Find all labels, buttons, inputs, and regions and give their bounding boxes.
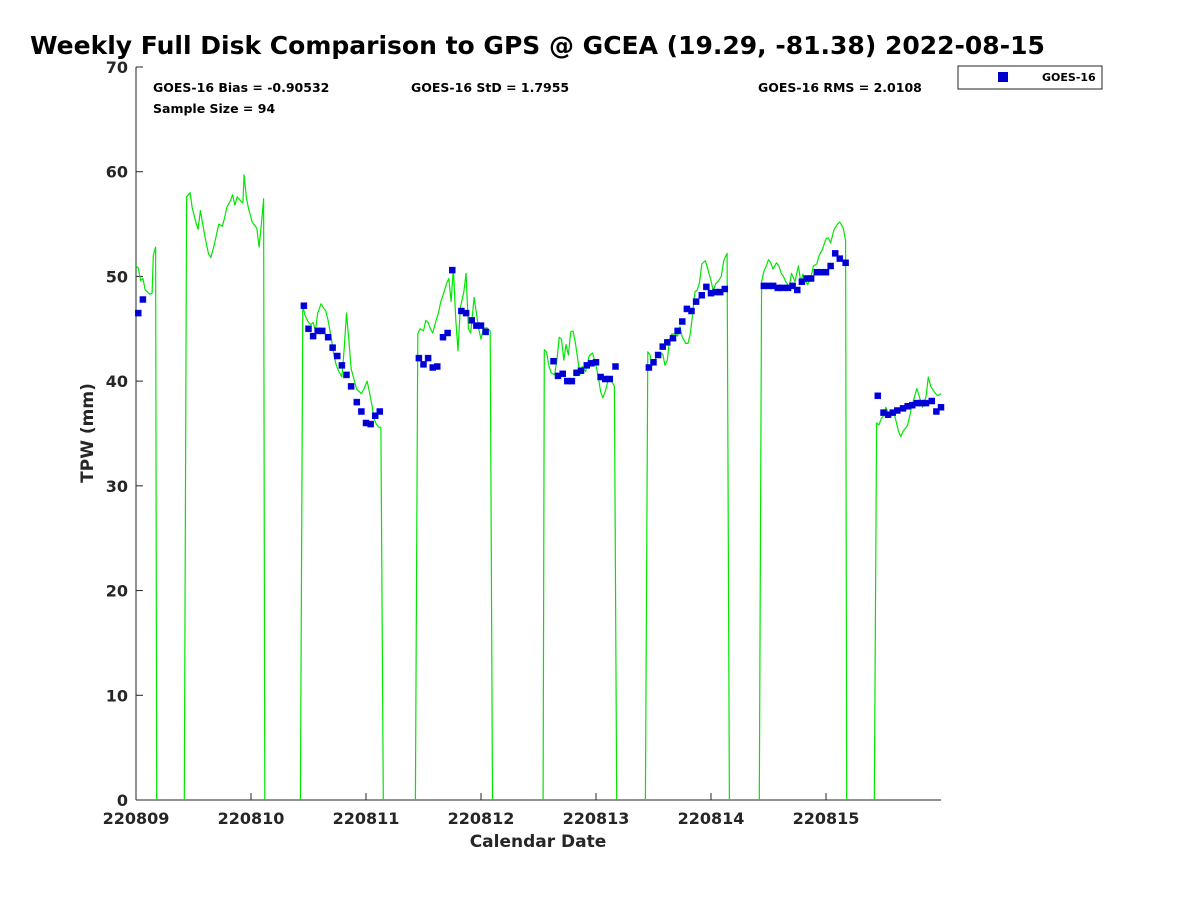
goes16-point <box>779 284 786 292</box>
x-tick-label: 220814 <box>678 809 745 828</box>
legend-box <box>957 65 1103 90</box>
goes16-point <box>439 333 447 341</box>
goes16-point <box>338 362 346 369</box>
goes16-point <box>367 420 374 428</box>
goes16-point <box>559 370 566 378</box>
goes16-point <box>894 407 901 414</box>
goes16-point <box>319 327 326 335</box>
goes16-point <box>937 404 945 411</box>
goes16-point <box>721 285 729 293</box>
goes16-point <box>371 412 379 419</box>
y-tick-label: 40 <box>106 372 128 391</box>
goes16-point <box>674 327 681 335</box>
goes16-point <box>424 354 432 362</box>
goes16-point <box>654 351 662 359</box>
goes16-point <box>650 359 657 366</box>
goes16-point <box>468 317 476 324</box>
goes16-tpw-points <box>135 250 945 428</box>
legend: GOES-16 <box>957 65 1103 90</box>
goes16-point <box>592 359 600 366</box>
plot-area <box>136 67 941 800</box>
x-tick-label: 220812 <box>448 809 515 828</box>
goes16-point <box>703 283 710 291</box>
y-tick-label: 70 <box>106 58 128 77</box>
goes16-point <box>679 318 686 325</box>
legend-label-goes16: GOES-16 <box>1042 71 1096 84</box>
goes16-point <box>568 377 576 385</box>
rms-stat: GOES-16 RMS = 2.0108 <box>758 80 922 95</box>
goes16-point <box>324 333 332 341</box>
goes16-point <box>612 363 619 370</box>
goes16-point <box>669 334 677 342</box>
y-tick-label: 60 <box>106 163 128 182</box>
goes16-point <box>343 371 350 379</box>
goes16-point <box>836 255 844 262</box>
y-axis-label: TPW (mm) <box>78 383 98 483</box>
bias-stat: GOES-16 Bias = -0.90532 <box>153 80 329 95</box>
y-ticks: 0 10 20 30 40 50 60 70 <box>106 58 143 810</box>
goes16-point <box>928 397 936 405</box>
goes16-point <box>135 309 142 317</box>
goes16-point <box>794 286 801 294</box>
goes16-point <box>698 292 706 299</box>
goes16-point <box>300 302 308 309</box>
goes16-point <box>842 259 849 267</box>
goes16-point <box>482 328 489 336</box>
goes16-point <box>434 363 441 370</box>
y-tick-label: 30 <box>106 477 128 496</box>
goes16-point <box>831 250 839 257</box>
goes16-point <box>606 375 614 383</box>
goes16-point <box>692 298 700 305</box>
y-tick-label: 0 <box>117 791 128 810</box>
goes16-point <box>688 307 695 315</box>
goes16-point <box>477 322 485 329</box>
y-tick-label: 50 <box>106 267 128 286</box>
x-tick-label: 220809 <box>103 809 170 828</box>
y-tick-label: 20 <box>106 582 128 601</box>
goes16-point <box>807 275 815 282</box>
goes16-point <box>444 329 451 337</box>
goes16-point <box>822 268 830 276</box>
goes16-point <box>420 361 427 368</box>
gps-line-segment <box>542 330 618 801</box>
goes16-point <box>305 325 312 333</box>
sample-size-stat: Sample Size = 94 <box>153 101 275 116</box>
goes16-point <box>922 399 930 407</box>
x-ticks: 220809 220810 220811 220812 220813 220814 2208… <box>103 793 860 828</box>
goes16-point <box>550 357 557 365</box>
x-tick-label: 220811 <box>333 809 400 828</box>
x-axis-label: Calendar Date <box>470 832 607 852</box>
goes16-point <box>933 408 940 415</box>
chart-title: Weekly Full Disk Comparison to GPS @ GCE… <box>30 31 1045 60</box>
goes16-point <box>329 344 336 351</box>
goes16-point <box>664 339 671 346</box>
goes16-point <box>353 398 361 406</box>
goes16-point <box>577 367 585 374</box>
goes16-point <box>139 296 147 303</box>
gps-line-segment <box>135 246 158 801</box>
goes16-point <box>659 343 666 350</box>
goes16-point <box>462 309 470 317</box>
std-stat: GOES-16 StD = 1.7955 <box>411 80 569 95</box>
goes16-point <box>376 408 384 415</box>
gps-line-segment <box>183 174 266 801</box>
x-tick-label: 220815 <box>793 809 860 828</box>
legend-marker-goes16 <box>998 72 1008 82</box>
y-tick-label: 10 <box>106 686 128 705</box>
x-tick-label: 220810 <box>218 809 285 828</box>
goes16-point <box>449 266 456 274</box>
goes16-point <box>358 408 365 415</box>
goes16-point <box>415 354 423 362</box>
goes16-point <box>309 332 317 340</box>
goes16-point <box>827 262 834 270</box>
goes16-point <box>874 392 882 400</box>
gps-line-segment <box>758 221 848 801</box>
goes16-point <box>347 383 355 390</box>
goes16-point <box>789 282 796 290</box>
goes16-point <box>334 352 341 360</box>
goes16-point <box>645 364 653 371</box>
x-tick-label: 220813 <box>563 809 630 828</box>
